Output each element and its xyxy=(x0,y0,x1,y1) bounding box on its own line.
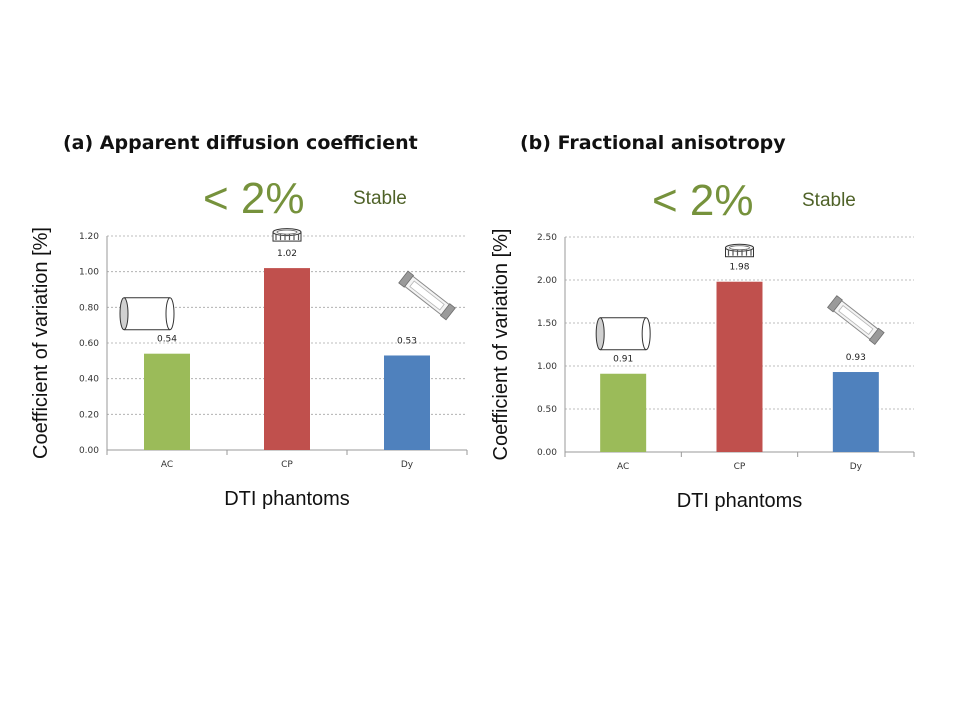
y-tick-label: 0.00 xyxy=(537,448,557,458)
stable-note: Stable xyxy=(802,190,856,211)
cylinder-face xyxy=(595,317,605,351)
chart-panel-a: (a) Apparent diffusion coefficient < 2% … xyxy=(30,132,468,510)
data-label: 1.98 xyxy=(729,263,749,273)
y-tick-label: 0.80 xyxy=(79,303,99,313)
bar-ac xyxy=(600,373,647,452)
bar-cp xyxy=(264,268,310,450)
data-label: 0.93 xyxy=(846,353,866,363)
threshold-note: < 2% xyxy=(203,174,305,223)
cylinder-face xyxy=(119,297,129,331)
tube-cap xyxy=(827,295,843,313)
y-axis-title: Coefficient of variation [%] xyxy=(490,229,512,461)
chart-panel-b: (b) Fractional anisotropy < 2% Stable 0.… xyxy=(480,0,960,720)
coil-icon xyxy=(725,243,754,258)
tube-icon xyxy=(827,295,885,345)
chart-svg: 0.00 0.50 1.00 1.50 2.00 2.50 0.91 AC 1.98 CP 0.93… xyxy=(490,229,915,512)
tube-core xyxy=(409,280,445,311)
cylinder-body xyxy=(124,297,170,330)
bar-dy xyxy=(832,372,879,452)
tube-cap xyxy=(439,303,456,321)
x-tick-label: Dy xyxy=(850,462,863,472)
x-tick-label: AC xyxy=(161,460,173,470)
y-tick-label: 0.60 xyxy=(79,339,99,349)
bar-cp xyxy=(716,281,763,452)
coil-hole xyxy=(729,245,750,251)
cylinder-end xyxy=(165,297,175,331)
y-tick-label: 0.40 xyxy=(79,375,99,385)
data-label: 0.91 xyxy=(613,355,633,365)
coil-hole xyxy=(276,229,298,235)
threshold-note: < 2% xyxy=(652,176,754,225)
x-tick-label: AC xyxy=(617,462,629,472)
stable-note: Stable xyxy=(353,188,407,209)
tube-cap xyxy=(868,327,885,345)
cylinder-body xyxy=(600,317,647,350)
tube-core xyxy=(838,305,874,336)
y-axis-title: Coefficient of variation [%] xyxy=(30,227,52,459)
data-label: 0.53 xyxy=(397,336,417,346)
tube-cap xyxy=(398,270,415,288)
y-tick-label: 1.00 xyxy=(79,268,99,278)
chart-svg: 0.00 0.20 0.40 0.60 0.80 1.00 1.20 0.54 AC 1.02 CP… xyxy=(30,227,468,510)
chart-title: (a) Apparent diffusion coefficient xyxy=(63,132,418,154)
bar-ac xyxy=(144,353,190,450)
y-tick-label: 0.20 xyxy=(79,410,99,420)
y-tick-label: 2.00 xyxy=(537,276,557,286)
bar-dy xyxy=(384,355,430,450)
x-axis-title: DTI phantoms xyxy=(224,488,350,510)
y-tick-label: 1.00 xyxy=(537,362,557,372)
y-tick-label: 1.50 xyxy=(537,319,557,329)
data-label: 1.02 xyxy=(277,249,297,259)
y-tick-label: 0.00 xyxy=(79,446,99,456)
chart-title: (b) Fractional anisotropy xyxy=(520,132,786,154)
x-tick-label: Dy xyxy=(401,460,414,470)
cylinder-icon xyxy=(119,297,175,331)
x-axis-title: DTI phantoms xyxy=(677,490,803,512)
x-tick-label: CP xyxy=(281,460,293,470)
cylinder-icon xyxy=(595,317,651,351)
y-tick-label: 0.50 xyxy=(537,405,557,415)
y-tick-label: 2.50 xyxy=(537,233,557,243)
tube-shape xyxy=(398,270,456,321)
tube-shape xyxy=(827,295,885,345)
cylinder-end xyxy=(641,317,651,351)
x-tick-label: CP xyxy=(734,462,746,472)
y-tick-label: 1.20 xyxy=(79,232,99,242)
coil-icon xyxy=(272,228,302,242)
data-label: 0.54 xyxy=(157,335,177,345)
tube-icon xyxy=(398,270,456,321)
